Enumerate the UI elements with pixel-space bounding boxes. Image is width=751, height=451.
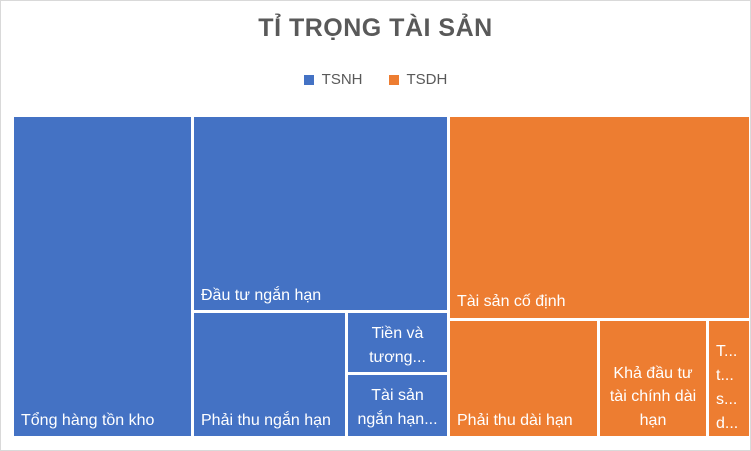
tile-label-tai-san-ngan-han: Tài sản ngắn hạn... [357, 387, 437, 428]
tile-tong-hang-ton-kho [14, 117, 191, 436]
legend-item-tsdh: TSDH [388, 71, 448, 88]
legend: TSNH TSDH [0, 71, 751, 88]
tile-label-phai-thu-ngan-han: Phải thu ngắn hạn [201, 410, 331, 429]
tile-label-tong-hang-ton-kho: Tổng hàng tồn kho [21, 411, 155, 429]
legend-swatch-tsdh [388, 74, 399, 85]
legend-swatch-tsnh [303, 74, 314, 85]
tile-tai-san-co-dinh [450, 117, 749, 318]
legend-label-tsdh: TSDH [406, 71, 448, 88]
tile-phai-thu-dai-han [450, 321, 597, 436]
tile-tai-san-ngan-han [348, 375, 447, 436]
tile-t-t-s-d [709, 321, 749, 436]
legend-item-tsnh: TSNH [303, 71, 363, 88]
tile-dau-tu-ngan-han [194, 117, 447, 310]
tile-label-phai-thu-dai-han: Phải thu dài hạn [457, 412, 573, 429]
tile-label-tien-va-tuong: Tiền và tương... [369, 325, 426, 366]
tile-label-dau-tu-ngan-han: Đầu tư ngắn hạn [201, 285, 321, 304]
tile-label-tai-san-co-dinh: Tài sản cố định [457, 293, 566, 310]
tile-kha-dau-tu-tai-chinh-dai-han [600, 321, 706, 436]
tile-label-t-t-s-d: T... t... s... d... [716, 343, 738, 432]
legend-label-tsnh: TSNH [321, 71, 363, 88]
tile-label-kha-dau-tu-tai-chinh-dai-han: Khả đầu tư tài chính dài hạn [610, 365, 696, 429]
tile-phai-thu-ngan-han [194, 313, 345, 436]
tile-tien-va-tuong [348, 313, 447, 372]
chart-title: TỈ TRỌNG TÀI SẢN [258, 14, 493, 42]
